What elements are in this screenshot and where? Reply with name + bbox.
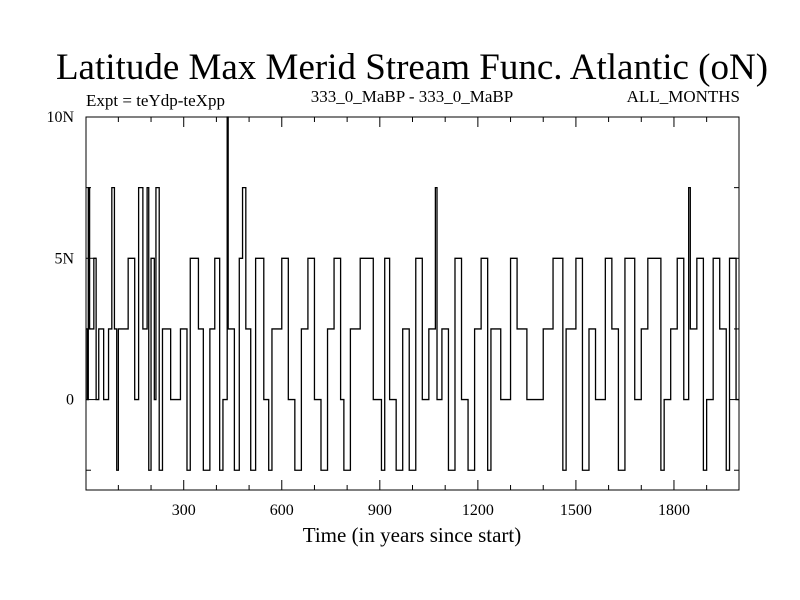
x-tick-label: 1200 <box>462 502 494 519</box>
y-tick-label: 10N <box>46 109 74 126</box>
series-line-0 <box>86 116 739 471</box>
x-tick-label: 900 <box>368 502 392 519</box>
tick-layer: 300 600 900 1200 1500 1800 0 5N 10N <box>46 109 739 519</box>
y-tick-label: 5N <box>54 250 74 267</box>
chart-title: Latitude Max Merid Stream Func. Atlantic… <box>56 47 768 88</box>
x-tick-label: 600 <box>270 502 294 519</box>
chart-subtitle-left: Expt = teYdp-teXpp <box>86 91 225 110</box>
x-tick-label: 1800 <box>658 502 690 519</box>
plot-frame <box>85 116 740 491</box>
chart-subtitle-right: ALL_MONTHS <box>627 87 740 106</box>
series-layer <box>86 116 739 471</box>
y-tick-label: 0 <box>66 392 74 409</box>
x-tick-label: 300 <box>172 502 196 519</box>
chart-subtitle-center: 333_0_MaBP - 333_0_MaBP <box>311 87 513 106</box>
x-axis-label: Time (in years since start) <box>303 523 522 547</box>
x-tick-label: 1500 <box>560 502 592 519</box>
